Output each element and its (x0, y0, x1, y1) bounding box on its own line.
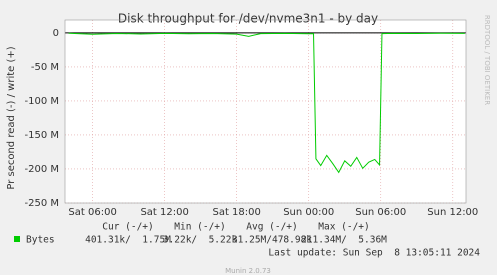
x-tick-label: Sat 06:00 (68, 207, 116, 218)
stats-header: Min (-/+) (174, 222, 225, 233)
chart-title: Disk throughput for /dev/nvme3n1 - by da… (118, 12, 378, 26)
last-update: Last update: Sun Sep 8 13:05:11 2024 (268, 248, 480, 259)
stats-cell: 31.25M/478.98k (232, 235, 312, 246)
x-tick-label: Sun 12:00 (427, 207, 478, 218)
y-tick-label: -50 M (31, 62, 59, 73)
legend-swatch (14, 236, 20, 242)
y-tick-label: -100 M (24, 96, 59, 107)
series-line (68, 32, 465, 174)
stats-cell: 211.34M/ 5.36M (301, 235, 387, 246)
x-tick-label: Sat 18:00 (212, 207, 260, 218)
stats-cell: 3.22k/ 5.22k (163, 235, 238, 246)
x-tick-label: Sun 06:00 (355, 207, 406, 218)
stats-header: Avg (-/+) (246, 222, 297, 233)
y-tick-label: -200 M (24, 164, 59, 175)
plot-area (65, 20, 466, 203)
y-tick-label: -150 M (24, 130, 59, 141)
footer: Munin 2.0.73 (225, 267, 271, 275)
watermark: RRDTOOL / TOBI OETIKER (483, 15, 491, 105)
x-tick-label: Sun 00:00 (283, 207, 334, 218)
stats-header: Cur (-/+) (102, 222, 153, 233)
y-tick-label: 0 (53, 28, 59, 39)
plot-frame (64, 19, 467, 204)
y-tick-label: -250 M (24, 198, 59, 209)
y-axis-label: Pr second read (-) / write (+) (6, 46, 17, 189)
stats-cell: 401.31k/ 1.75M (85, 235, 171, 246)
x-tick-label: Sat 12:00 (140, 207, 188, 218)
stats-header: Max (-/+) (318, 222, 369, 233)
legend-label: Bytes (26, 235, 55, 246)
